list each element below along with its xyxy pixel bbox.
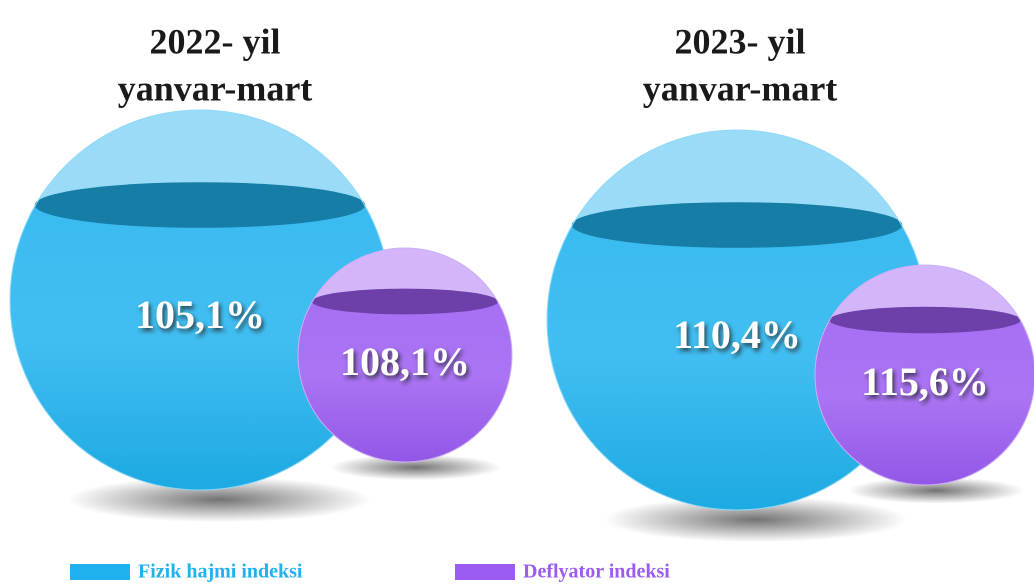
legend-swatch [70, 564, 130, 580]
legend-label: Deflyator indeksi [523, 561, 670, 583]
sphere-rim [829, 306, 1021, 334]
value-label: 115,6% [861, 359, 989, 404]
legend-label: Fizik hajmi indeksi [138, 561, 303, 583]
sphere-shadow [67, 476, 371, 523]
sphere-rim [571, 202, 903, 248]
sphere-shadow [848, 477, 1024, 504]
value-label: 108,1% [340, 339, 470, 384]
sphere-rim [311, 288, 499, 315]
sphere-outline [814, 264, 1034, 486]
sphere-shadow [604, 496, 908, 543]
sphere-rim [34, 182, 366, 228]
value-label: 105,1% [135, 292, 265, 337]
category-subtitle: yanvar-mart [118, 68, 313, 108]
value-label: 110,4% [673, 312, 801, 357]
sphere-outline [297, 247, 513, 463]
legend-swatch [455, 564, 515, 580]
category-subtitle: yanvar-mart [643, 68, 838, 108]
category-title: 2022- yil [150, 21, 281, 61]
category-title: 2023- yil [675, 21, 806, 61]
sphere-shadow [330, 454, 502, 481]
